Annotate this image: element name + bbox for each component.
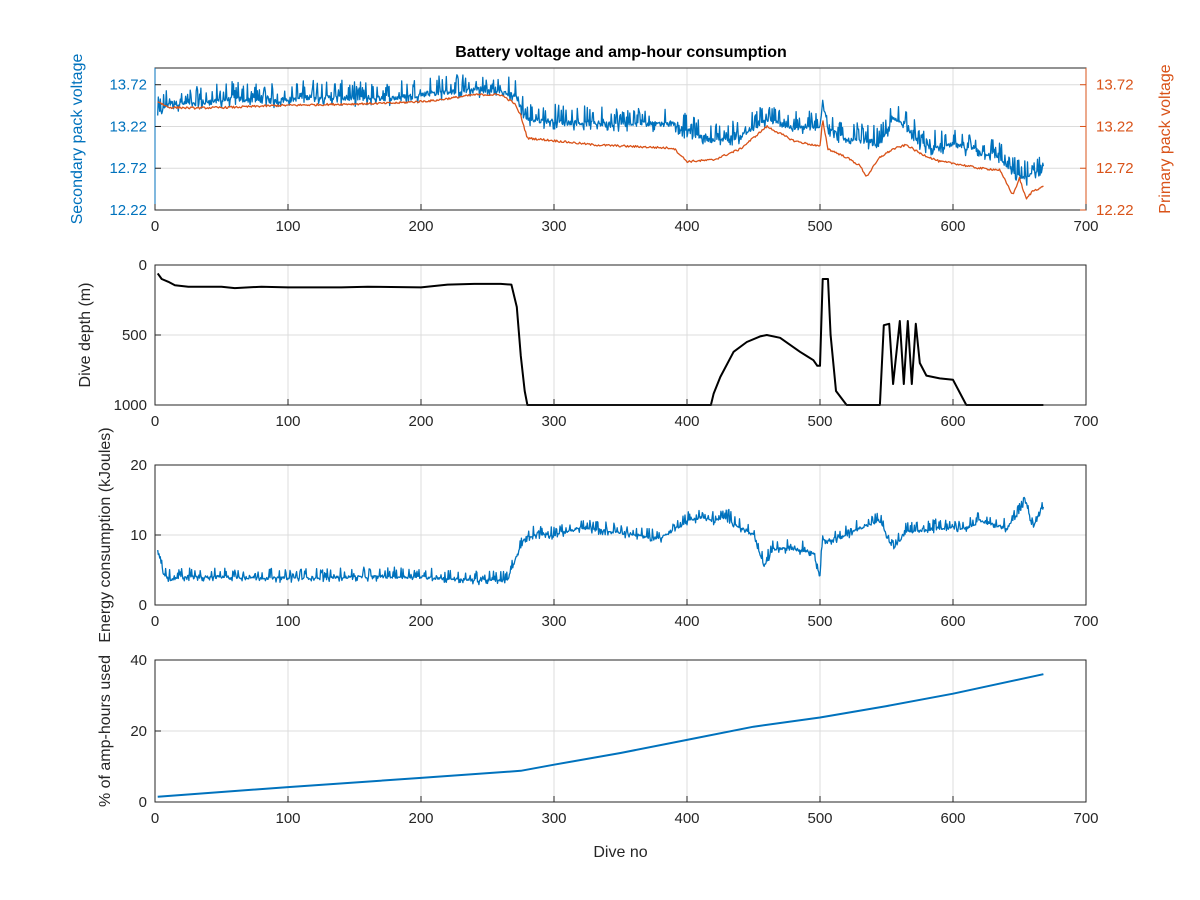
x-tick-label: 200	[408, 613, 433, 630]
y-right-tick-label: 13.22	[1096, 118, 1134, 135]
x-tick-label: 100	[275, 613, 300, 630]
x-tick-label: 300	[541, 218, 566, 235]
x-tick-label: 600	[940, 613, 965, 630]
x-tick-label: 200	[408, 413, 433, 430]
y-tick-label: 20	[130, 457, 147, 474]
x-tick-label: 0	[151, 218, 159, 235]
x-tick-label: 100	[275, 413, 300, 430]
x-tick-label: 700	[1073, 810, 1098, 827]
y-tick-label: 20	[130, 723, 147, 740]
y-right-tick-label: 12.72	[1096, 160, 1134, 177]
y-right-tick-label: 12.22	[1096, 202, 1134, 219]
series-line-2	[157, 93, 1044, 200]
y-tick-label: 12.72	[109, 160, 147, 177]
x-tick-label: 400	[674, 810, 699, 827]
x-tick-label: 300	[541, 413, 566, 430]
y-tick-label: 13.72	[109, 77, 147, 94]
y-tick-label: 1000	[114, 397, 147, 414]
x-tick-label: 500	[807, 810, 832, 827]
figure-title: Battery voltage and amp-hour consumption	[455, 44, 787, 61]
y-axis-label: Secondary pack voltage	[69, 54, 86, 225]
y-tick-label: 40	[130, 652, 147, 669]
x-tick-label: 100	[275, 810, 300, 827]
y-axis-label: Dive depth (m)	[77, 283, 94, 388]
y-axis-label: Energy consumption (kJoules)	[97, 427, 114, 642]
y-tick-label: 13.22	[109, 118, 147, 135]
y-tick-label: 0	[139, 597, 147, 614]
series-line-1	[157, 74, 1045, 186]
series-line-1	[156, 272, 1044, 406]
subplots: 0 100 200 300 400 500 600 70012.2212.7213.2213.…	[69, 54, 1174, 861]
x-tick-label: 700	[1073, 613, 1098, 630]
x-tick-label: 200	[408, 218, 433, 235]
x-tick-label: 400	[674, 613, 699, 630]
x-tick-label: 600	[940, 810, 965, 827]
x-tick-label: 300	[541, 613, 566, 630]
x-tick-label: 600	[940, 413, 965, 430]
y-tick-label: 0	[139, 257, 147, 274]
subplot-1: 0 100 200 300 400 500 600 70012.2212.7213.2213.…	[69, 54, 1174, 235]
x-tick-label: 0	[151, 613, 159, 630]
x-tick-label: 0	[151, 810, 159, 827]
x-tick-label: 100	[275, 218, 300, 235]
y-right-axis-label: Primary pack voltage	[1157, 64, 1174, 213]
y-tick-label: 0	[139, 794, 147, 811]
x-tick-label: 400	[674, 413, 699, 430]
x-tick-label: 500	[807, 413, 832, 430]
y-tick-label: 12.22	[109, 202, 147, 219]
subplot-2: 0 100 200 300 400 500 600 700 0 500 1000 Dive depth…	[77, 257, 1099, 430]
x-tick-label: 300	[541, 810, 566, 827]
x-tick-label: 400	[674, 218, 699, 235]
y-tick-label: 10	[130, 527, 147, 544]
x-tick-label: 0	[151, 413, 159, 430]
x-tick-label: 700	[1073, 218, 1098, 235]
x-axis-label: Dive no	[593, 844, 647, 861]
y-axis-label: % of amp-hours used	[97, 655, 114, 807]
x-tick-label: 600	[940, 218, 965, 235]
x-tick-label: 500	[807, 218, 832, 235]
series-line-1	[157, 496, 1045, 586]
x-tick-label: 200	[408, 810, 433, 827]
subplot-4: 0 100 200 300 400 500 600 700 0 20 40 % of amp-hour…	[97, 652, 1099, 861]
x-tick-label: 700	[1073, 413, 1098, 430]
series-line-1	[157, 673, 1044, 798]
subplot-3: 0 100 200 300 400 500 600 700 0 10 20 Energy consum…	[97, 427, 1099, 642]
y-right-tick-label: 13.72	[1096, 77, 1134, 94]
y-tick-label: 500	[122, 327, 147, 344]
x-tick-label: 500	[807, 613, 832, 630]
